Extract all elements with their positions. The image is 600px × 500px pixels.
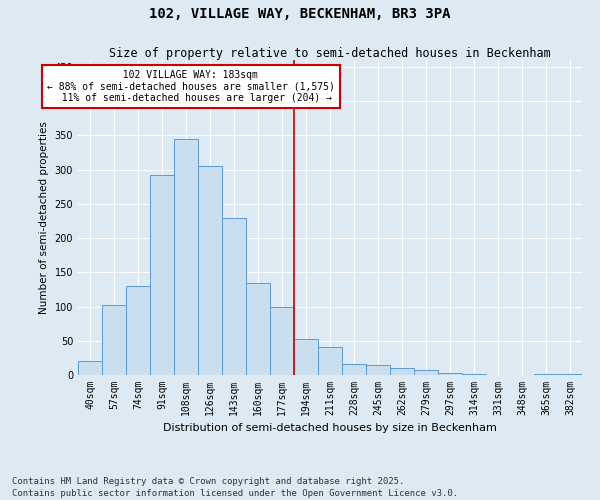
- Text: Contains HM Land Registry data © Crown copyright and database right 2025.
Contai: Contains HM Land Registry data © Crown c…: [12, 476, 458, 498]
- Bar: [438, 373, 462, 375]
- Bar: [102, 305, 126, 375]
- Text: 102, VILLAGE WAY, BECKENHAM, BR3 3PA: 102, VILLAGE WAY, BECKENHAM, BR3 3PA: [149, 8, 451, 22]
- Bar: [414, 370, 438, 375]
- Bar: [294, 340, 318, 375]
- Bar: [342, 364, 366, 375]
- Bar: [366, 366, 390, 375]
- Bar: [558, 374, 582, 375]
- Bar: [198, 166, 222, 375]
- Title: Size of property relative to semi-detached houses in Beckenham: Size of property relative to semi-detach…: [109, 47, 551, 60]
- Bar: [78, 362, 102, 375]
- Bar: [270, 306, 294, 375]
- Text: 102 VILLAGE WAY: 183sqm  
← 88% of semi-detached houses are smaller (1,575)
  11: 102 VILLAGE WAY: 183sqm ← 88% of semi-de…: [47, 70, 335, 104]
- Bar: [150, 175, 174, 375]
- Y-axis label: Number of semi-detached properties: Number of semi-detached properties: [39, 121, 49, 314]
- Bar: [534, 374, 558, 375]
- Bar: [174, 138, 198, 375]
- Bar: [390, 368, 414, 375]
- Bar: [126, 286, 150, 375]
- X-axis label: Distribution of semi-detached houses by size in Beckenham: Distribution of semi-detached houses by …: [163, 424, 497, 434]
- Bar: [462, 374, 486, 375]
- Bar: [222, 218, 246, 375]
- Bar: [246, 282, 270, 375]
- Bar: [318, 347, 342, 375]
